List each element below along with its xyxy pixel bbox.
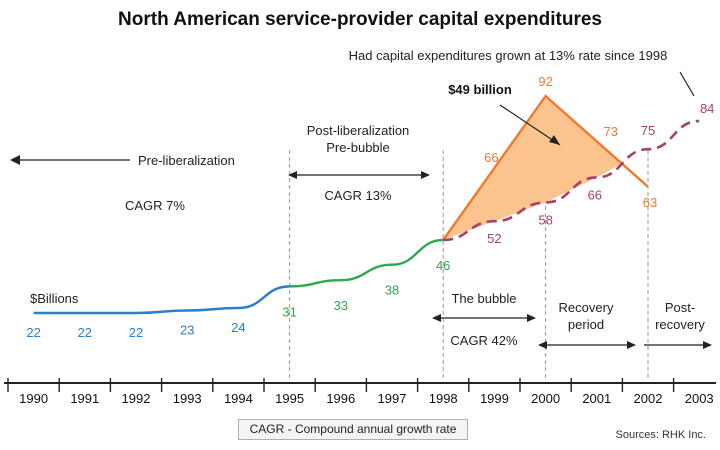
recovery-arrow-right: [627, 341, 636, 349]
value-label-3-2000: 58: [538, 212, 552, 227]
x-tick-label-1992: 1992: [122, 391, 151, 406]
recovery-label-2: period: [568, 317, 604, 332]
value-label-2-2002: 63: [643, 195, 657, 210]
unit-label: $Billions: [30, 291, 79, 306]
x-tick-label-2001: 2001: [582, 391, 611, 406]
bubble-arrow-left: [432, 314, 441, 322]
value-label-1-1995: 31: [282, 304, 296, 319]
cagr-42-label: CAGR 42%: [450, 333, 518, 348]
series-line-2: [442, 94, 649, 241]
value-label-3-2001: 66: [588, 187, 602, 202]
x-tick-label-1990: 1990: [19, 391, 48, 406]
pre-lib-label: Pre-liberalization: [138, 153, 235, 168]
post-lib-label-2: Pre-bubble: [326, 140, 390, 155]
value-label-3-1999: 52: [487, 231, 501, 246]
source-note: Sources: RHK Inc.: [615, 429, 706, 441]
cagr-7-label: CAGR 7%: [125, 198, 185, 213]
x-tick-label-1998: 1998: [429, 391, 458, 406]
post-lib-label-1: Post-liberalization: [307, 123, 410, 138]
cagr-legend: CAGR - Compound annual growth rate: [238, 419, 468, 440]
post-recovery-label-1: Post-: [665, 300, 695, 315]
value-label-0-1990: 22: [26, 325, 40, 340]
x-tick-label-2002: 2002: [634, 391, 663, 406]
value-labels: 22 22 22 23 24 31 33 38 46 92 63 52 58 66 75 84 66 73: [26, 74, 714, 340]
value-label-bubble_2001: 73: [604, 124, 618, 139]
bubble-amount-label: $49 billion: [448, 82, 512, 97]
x-tick-label-1995: 1995: [275, 391, 304, 406]
x-axis-ticks: 1990 1991 1992 1993 1994 1995 1996 1997 1998 1999…: [7, 378, 714, 406]
x-tick-label-1996: 1996: [326, 391, 355, 406]
recovery-arrow-left: [538, 341, 547, 349]
bubble-period-label: The bubble: [451, 291, 516, 306]
value-label-1-1996: 33: [334, 298, 348, 313]
recovery-label-1: Recovery: [559, 300, 614, 315]
post-lib-arrow-right: [421, 171, 430, 179]
value-label-2-2000: 92: [538, 74, 552, 89]
value-label-0-1993: 23: [180, 323, 194, 338]
value-label-0-1992: 22: [129, 325, 143, 340]
x-tick-label-1994: 1994: [224, 391, 253, 406]
projection-note: Had capital expenditures grown at 13% ra…: [349, 48, 668, 63]
x-tick-label-2000: 2000: [531, 391, 560, 406]
x-tick-label-1999: 1999: [480, 391, 509, 406]
value-label-1-1998: 46: [436, 258, 450, 273]
post-lib-arrow-left: [288, 171, 297, 179]
cagr-13-label: CAGR 13%: [324, 188, 392, 203]
bubble-amount-arrowhead: [549, 135, 560, 145]
value-label-3-2003: 84: [700, 101, 714, 116]
x-tick-label-2003: 2003: [685, 391, 714, 406]
x-tick-label-1991: 1991: [70, 391, 99, 406]
pre-lib-arrowhead: [10, 155, 20, 165]
series-line-3: [443, 119, 700, 242]
value-label-0-1994: 24: [231, 320, 245, 335]
bubble-amount-pointer: [499, 104, 561, 146]
bubble-arrow-right: [527, 314, 536, 322]
projection-pointer: [679, 71, 695, 97]
post-recovery-label-2: recovery: [655, 317, 705, 332]
series-line-1: [289, 238, 444, 288]
x-tick-label-1993: 1993: [173, 391, 202, 406]
value-label-1-1997: 38: [385, 283, 399, 298]
series-line-0: [33, 285, 290, 315]
value-label-0-1991: 22: [78, 325, 92, 340]
post-recovery-arrowhead: [703, 341, 712, 349]
x-tick-label-1997: 1997: [378, 391, 407, 406]
series-lines: [33, 94, 700, 315]
value-label-bubble_1999: 66: [484, 150, 498, 165]
chart-title: North American service-provider capital …: [118, 9, 602, 30]
value-label-3-2002: 75: [641, 123, 655, 138]
bubble-excess-area: [443, 96, 622, 240]
